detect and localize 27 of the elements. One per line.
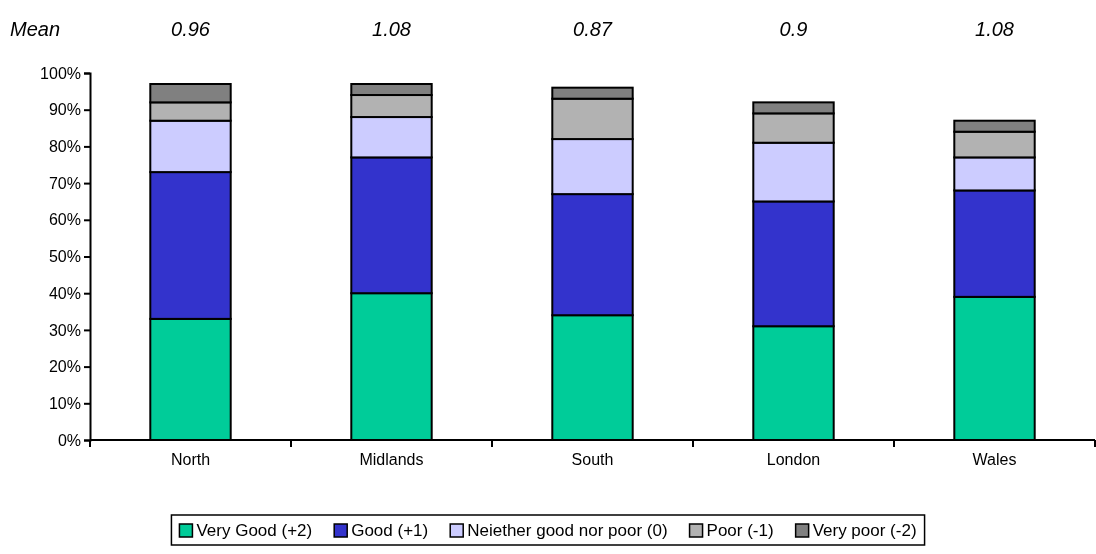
y-tick-label: 100% <box>40 64 81 82</box>
y-tick-label: 0% <box>57 431 81 449</box>
y-tick-label: 40% <box>48 284 81 302</box>
y-tick-label: 80% <box>48 138 81 156</box>
y-tick-label: 70% <box>48 174 81 192</box>
x-tick-label: North <box>170 451 211 469</box>
legend-label: Very poor (-2) <box>812 521 917 540</box>
y-tick-label: 30% <box>48 321 81 339</box>
y-tick-label: 50% <box>48 248 81 266</box>
text: 1.08 <box>372 18 411 40</box>
x-tick-label: South <box>571 451 614 469</box>
legend-label: Good (+1) <box>351 521 429 540</box>
x-tick-label: Wales <box>972 451 1017 469</box>
legend-label: Neiether good nor poor (0) <box>467 521 668 540</box>
legend-label: Very Good (+2) <box>196 521 313 540</box>
y-tick-label: 60% <box>48 211 81 229</box>
y-tick-label: 10% <box>48 394 81 412</box>
text: 1.08 <box>975 18 1014 40</box>
y-tick-label: 20% <box>48 358 81 376</box>
x-tick-label: Midlands <box>359 451 424 469</box>
text: 0.87 <box>573 18 613 40</box>
text: 0.9 <box>779 18 808 40</box>
legend-label: Poor (-1) <box>706 521 774 540</box>
text: 0.96 <box>171 18 211 40</box>
y-tick-label: 90% <box>48 101 81 119</box>
text: Mean <box>10 18 61 40</box>
x-tick-label: London <box>766 451 821 469</box>
